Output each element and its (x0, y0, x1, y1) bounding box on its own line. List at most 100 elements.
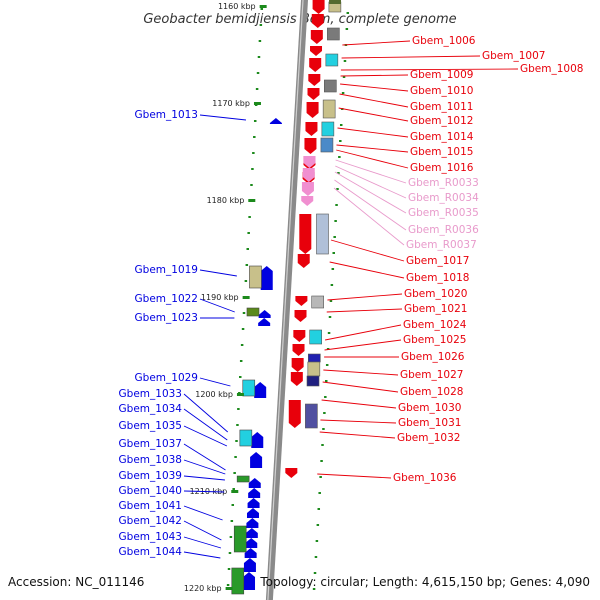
right-gene-label: Gbem_R0033 (408, 177, 479, 189)
right-leader-line (338, 107, 409, 122)
forward-gene-arrow (301, 182, 314, 196)
guide-dot (245, 264, 249, 266)
tick-mark (225, 587, 233, 590)
left-gene-label: Gbem_1040 (119, 485, 182, 497)
domain-box (242, 379, 256, 397)
left-leader-line (199, 298, 235, 313)
guide-dot (318, 492, 321, 494)
guide-dot (234, 456, 237, 458)
right-leader-line (317, 473, 392, 479)
guide-dot (343, 60, 347, 62)
domain-box (249, 265, 262, 289)
right-leader-line (321, 399, 397, 409)
forward-gene-arrow (307, 88, 320, 100)
gene-features (231, 0, 342, 595)
domain-box (322, 99, 336, 119)
tick-mark (236, 393, 244, 396)
left-leader-line (183, 520, 222, 541)
right-leader-line (319, 431, 396, 439)
left-leader-line (183, 475, 225, 481)
domain-box (236, 475, 250, 483)
guide-dot (339, 140, 342, 142)
left-gene-label: Gbem_1019 (135, 264, 198, 276)
reverse-gene-arrow (245, 538, 258, 548)
forward-gene-arrow (311, 14, 324, 28)
forward-gene-arrow (297, 254, 310, 268)
forward-gene-arrow (301, 196, 314, 206)
right-leader-line (320, 419, 397, 424)
right-gene-label: Gbem_1016 (410, 162, 474, 174)
guide-dot (324, 396, 327, 398)
forward-gene-arrow (292, 344, 305, 356)
forward-gene-arrow (302, 168, 315, 182)
reverse-gene-arrow (269, 118, 282, 124)
domain-box (309, 329, 322, 345)
right-leader-line (329, 261, 405, 279)
right-gene-label: Gbem_1027 (400, 369, 463, 381)
guide-dot (323, 412, 326, 414)
right-gene-label: Gbem_R0034 (408, 192, 479, 204)
guide-dot (228, 552, 232, 554)
domain-box (307, 353, 321, 363)
tick-mark (242, 296, 250, 299)
guide-dot (250, 184, 253, 186)
forward-gene-arrow (310, 46, 323, 56)
left-gene-label: Gbem_1023 (135, 312, 198, 324)
right-leader-line (335, 159, 407, 184)
guide-dot (337, 172, 340, 174)
guide-dot (241, 328, 245, 330)
guide-dot (338, 156, 341, 158)
right-gene-label: Gbem_1028 (400, 386, 463, 398)
left-leader-line (183, 393, 229, 433)
right-leader-line (334, 179, 407, 231)
left-leader-line (199, 114, 247, 121)
guide-dot (259, 24, 263, 26)
right-leader-line (330, 239, 405, 262)
guide-dot (244, 280, 248, 282)
guide-dot (330, 284, 334, 286)
right-leader-line (323, 369, 399, 376)
guide-dot (321, 444, 324, 446)
right-leader-line (340, 68, 519, 71)
domain-box (305, 403, 318, 429)
right-gene-label: Gbem_1030 (398, 402, 461, 414)
guide-dot (331, 268, 335, 270)
tick-label: 1220 kbp (184, 584, 222, 593)
right-leader-line (340, 74, 409, 77)
right-leader-line (326, 308, 403, 313)
guide-dot (247, 232, 250, 234)
left-gene-label: Gbem_1029 (135, 372, 198, 384)
guide-dot (253, 136, 256, 138)
reverse-gene-arrow (251, 432, 264, 448)
guide-dot (242, 312, 246, 314)
forward-gene-arrow (309, 58, 322, 72)
left-gene-label: Gbem_1035 (119, 420, 182, 432)
left-gene-label: Gbem_1037 (119, 438, 182, 450)
domain-box (239, 429, 253, 447)
domain-box (320, 137, 334, 153)
tick-label: 1180 kbp (207, 196, 245, 205)
guide-dot (258, 40, 262, 42)
domain-box (325, 53, 339, 67)
guide-dot (339, 124, 343, 126)
tick-label: 1170 kbp (212, 99, 250, 108)
guide-dot (233, 472, 236, 474)
forward-gene-arrow (308, 74, 321, 86)
right-gene-label: Gbem_R0035 (408, 207, 479, 219)
guide-dot (320, 460, 323, 462)
guide-dot (256, 72, 260, 74)
guide-dot (326, 348, 330, 350)
right-gene-label: Gbem_1020 (404, 288, 467, 300)
right-leader-line (341, 55, 481, 59)
left-leader-line (183, 408, 228, 441)
guide-dot (235, 440, 238, 442)
left-gene-label: Gbem_1041 (119, 500, 182, 512)
domain-box (307, 361, 321, 377)
reverse-gene-arrow (258, 310, 271, 318)
guide-dot (312, 588, 316, 590)
left-leader-line (199, 269, 237, 277)
right-gene-label: Gbem_R0037 (406, 239, 477, 251)
forward-gene-arrow (299, 214, 312, 254)
guide-dot (327, 332, 331, 334)
